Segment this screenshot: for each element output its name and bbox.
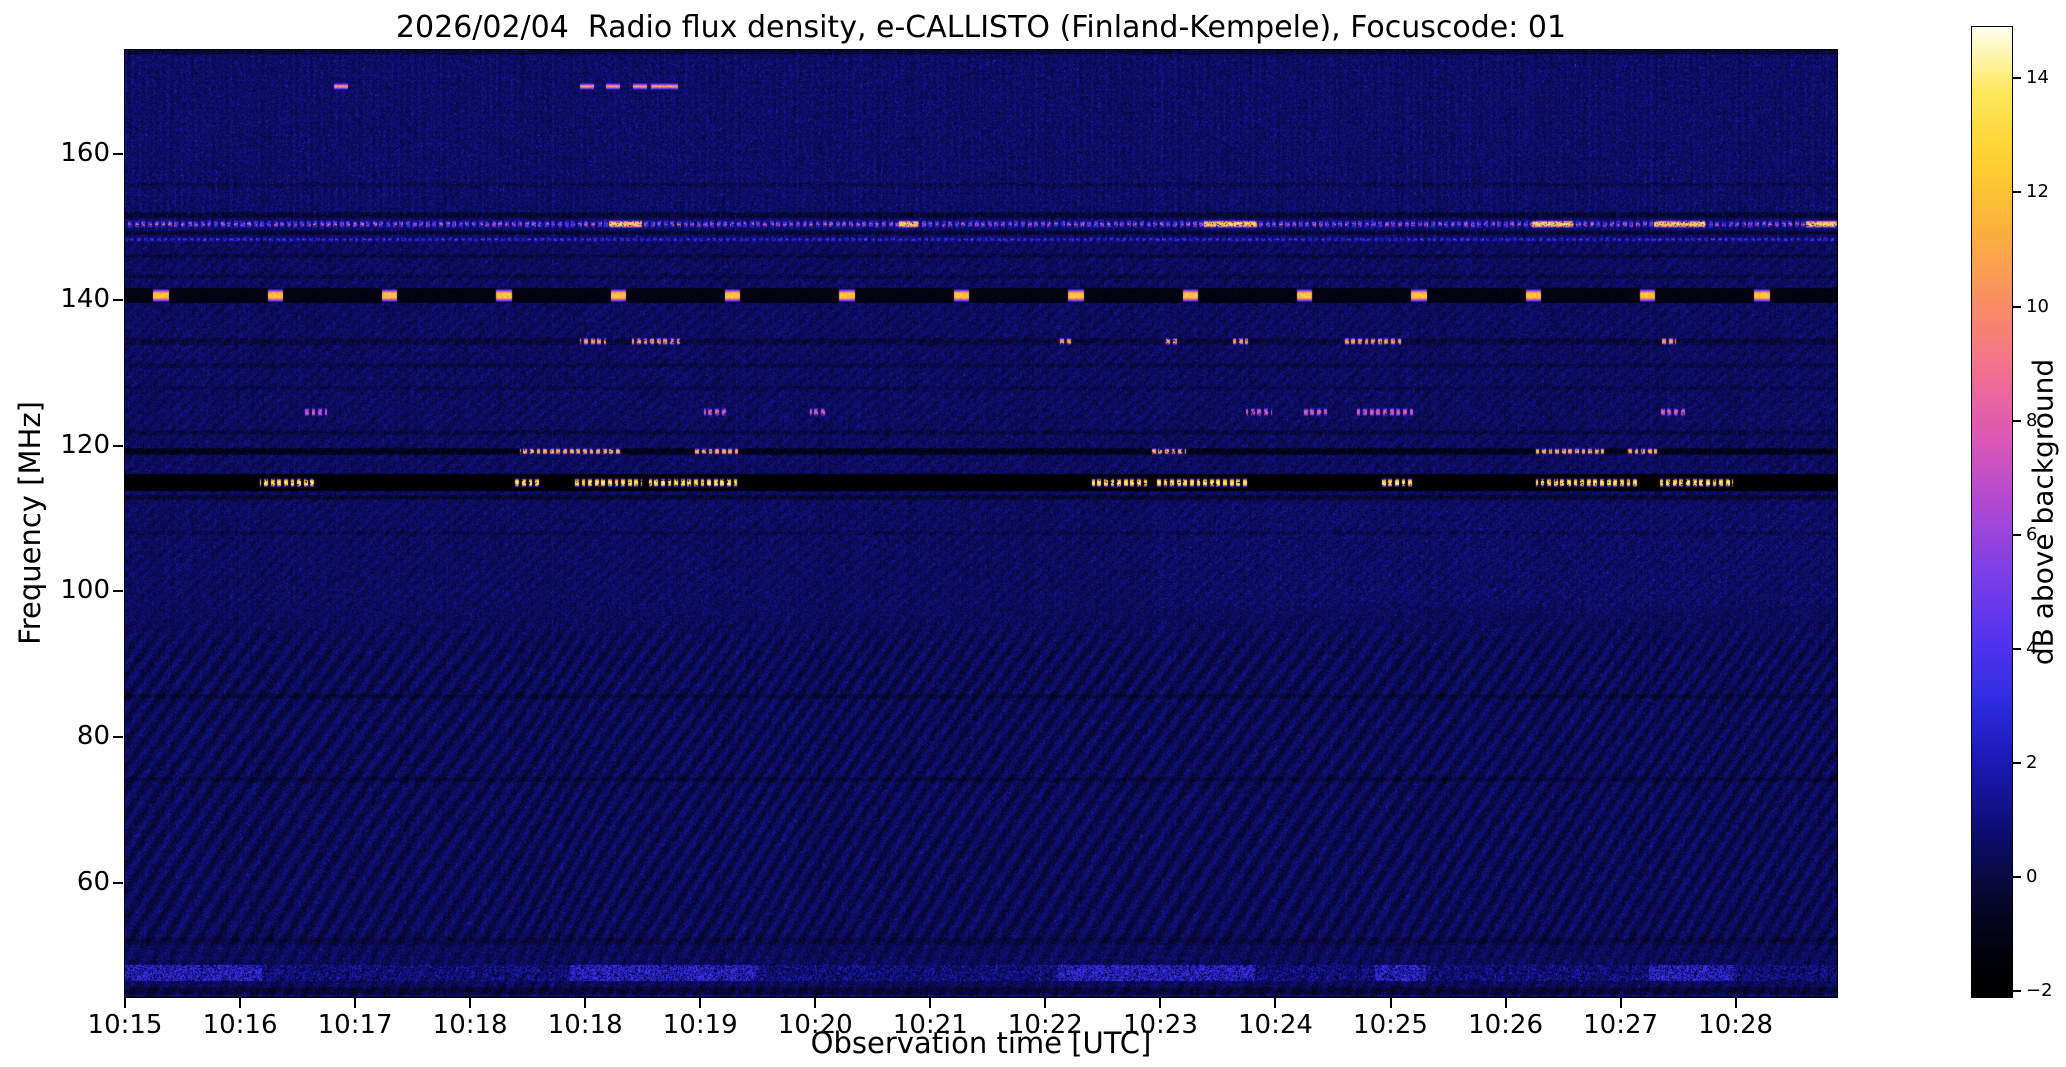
- colorbar-tick-label: 14: [2026, 67, 2049, 89]
- x-tick-label: 10:27: [1583, 1010, 1659, 1040]
- x-tick: [1734, 998, 1737, 1008]
- y-tick: [113, 590, 123, 593]
- colorbar-tick-label: 0: [2026, 866, 2038, 888]
- x-tick: [1274, 998, 1277, 1008]
- x-tick-label: 10:28: [1698, 1010, 1774, 1040]
- spectrogram-canvas: [125, 50, 1837, 997]
- colorbar-tick-label: 8: [2026, 409, 2038, 431]
- colorbar-tick: [2013, 419, 2021, 422]
- y-tick-label: 60: [76, 866, 110, 897]
- x-tick: [1389, 998, 1392, 1008]
- x-tick-label: 10:26: [1468, 1010, 1544, 1040]
- colorbar-tick-label: 12: [2026, 181, 2049, 203]
- x-tick: [354, 998, 357, 1008]
- y-tick-label: 120: [60, 429, 110, 460]
- x-tick: [1159, 998, 1162, 1008]
- colorbar-label: dB above background: [2026, 358, 2060, 666]
- colorbar-tick: [2013, 990, 2021, 993]
- x-tick-label: 10:24: [1237, 1010, 1313, 1040]
- x-tick-label: 10:20: [777, 1010, 853, 1040]
- colorbar-tick: [2013, 191, 2021, 194]
- y-tick: [113, 735, 123, 738]
- x-tick-label: 10:19: [662, 1010, 738, 1040]
- colorbar: [1971, 26, 2013, 998]
- colorbar-tick: [2013, 533, 2021, 536]
- colorbar-tick-label: 4: [2026, 637, 2038, 659]
- colorbar-tick-label: 2: [2026, 752, 2038, 774]
- x-tick: [239, 998, 242, 1008]
- y-tick: [113, 444, 123, 447]
- x-tick-label: 10:22: [1007, 1010, 1083, 1040]
- x-tick: [1044, 998, 1047, 1008]
- colorbar-tick: [2013, 647, 2021, 650]
- x-axis-label: Observation time [UTC]: [810, 1026, 1152, 1060]
- x-tick-label: 10:25: [1353, 1010, 1428, 1040]
- y-tick: [113, 153, 123, 156]
- colorbar-tick-label: 6: [2026, 523, 2038, 545]
- y-tick-label: 160: [60, 138, 110, 169]
- x-tick-label: 10:18: [432, 1010, 508, 1040]
- chart-title: 2026/02/04 Radio flux density, e-CALLIST…: [395, 10, 1567, 45]
- colorbar-tick: [2013, 77, 2021, 80]
- colorbar-tick-label: −2: [2026, 980, 2053, 1002]
- y-tick-label: 140: [60, 283, 110, 314]
- colorbar-tick: [2013, 762, 2021, 765]
- x-tick-label: 10:23: [1122, 1010, 1198, 1040]
- x-tick: [469, 998, 472, 1008]
- y-tick: [113, 881, 123, 884]
- colorbar-tick: [2013, 305, 2021, 308]
- x-tick-label: 10:15: [87, 1010, 163, 1040]
- x-tick: [584, 998, 587, 1008]
- colorbar-canvas: [1972, 27, 2012, 997]
- x-tick-label: 10:16: [202, 1010, 278, 1040]
- x-tick-label: 10:18: [547, 1010, 623, 1040]
- y-tick: [113, 298, 123, 301]
- y-tick-label: 80: [76, 720, 110, 751]
- x-tick: [1619, 998, 1622, 1008]
- x-tick: [124, 998, 126, 1008]
- x-tick: [699, 998, 702, 1008]
- y-tick-label: 100: [60, 575, 110, 606]
- x-tick: [929, 998, 932, 1008]
- x-tick-label: 10:21: [892, 1010, 968, 1040]
- x-tick-label: 10:17: [317, 1010, 393, 1040]
- x-tick: [1504, 998, 1507, 1008]
- plot-area: [124, 49, 1838, 998]
- x-tick: [814, 998, 817, 1008]
- colorbar-tick-label: 10: [2026, 295, 2049, 317]
- colorbar-tick: [2013, 876, 2021, 879]
